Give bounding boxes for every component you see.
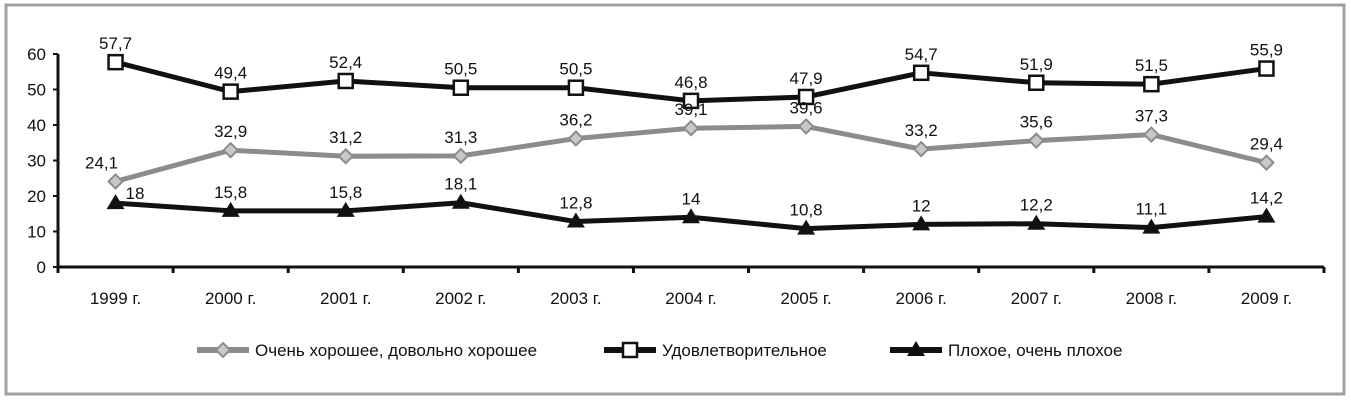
y-tick-label: 0 [37,258,46,277]
data-point [682,119,700,137]
data-label: 39,1 [674,100,707,119]
data-label: 51,9 [1020,55,1053,74]
data-label: 52,4 [329,53,362,72]
data-label: 46,8 [674,73,707,92]
data-point [452,79,470,96]
legend-item: Плохое, очень плохое [890,341,1122,360]
x-tick-label: 1999 г. [90,289,141,308]
data-label: 15,8 [329,183,362,202]
data-label: 29,4 [1250,135,1283,154]
data-label: 55,9 [1250,41,1283,60]
data-label: 36,2 [559,110,592,129]
data-label: 15,8 [214,183,247,202]
data-label: 50,5 [444,60,477,79]
data-point [107,53,124,71]
data-label: 39,6 [790,98,823,117]
data-point [1258,60,1275,77]
y-tick-label: 50 [27,81,46,100]
data-label: 47,9 [790,69,823,88]
legend-label: Удовлетворительное [662,341,827,360]
data-point [1143,75,1160,93]
y-tick-label: 60 [27,45,46,64]
data-point [451,193,470,209]
data-label: 49,4 [214,64,247,83]
data-label: 54,7 [905,45,938,64]
x-tick-label: 2000 г. [205,289,256,308]
x-tick-label: 2002 г. [435,289,486,308]
y-tick-label: 20 [27,187,46,206]
data-point [682,208,700,224]
x-tick-label: 2005 г. [780,289,831,308]
data-label: 31,2 [329,128,362,147]
data-label: 37,3 [1135,107,1168,126]
y-tick-label: 10 [27,223,46,242]
data-label: 10,8 [790,201,823,220]
data-point [1028,74,1045,92]
legend-marker [907,341,925,356]
data-label: 32,9 [214,122,247,141]
data-point [336,201,355,217]
data-point [1142,126,1160,143]
data-label: 18,1 [444,175,477,194]
data-point [566,212,585,228]
data-point [797,88,815,106]
data-point [221,201,240,217]
x-tick-label: 2008 г. [1126,289,1177,308]
data-point [337,147,355,165]
data-point [1142,218,1161,234]
data-point [567,130,585,147]
x-tick-label: 2003 г. [550,289,601,308]
data-point [797,219,816,235]
data-point [912,215,931,231]
data-label: 50,5 [559,60,592,79]
data-point [222,83,239,100]
legend-marker [621,341,639,359]
data-point [1027,132,1045,150]
data-label: 12 [912,196,931,215]
data-point [567,79,585,96]
data-point [107,173,124,190]
data-point [1258,154,1275,172]
chart-frame [4,3,1346,396]
data-point [912,64,930,82]
data-label: 12,8 [559,194,592,213]
legend-marker [214,341,232,359]
data-label: 12,2 [1020,196,1053,215]
x-tick-label: 2009 г. [1241,289,1292,308]
data-label: 24,1 [85,153,118,172]
legend-label: Плохое, очень плохое [948,341,1122,360]
data-point [682,92,700,110]
data-label: 35,6 [1020,113,1053,132]
data-label: 11,1 [1135,200,1167,219]
legend-item: Очень хорошее, довольно хорошее [197,341,537,360]
data-label: 57,7 [99,34,132,53]
x-tick-label: 2001 г. [320,289,371,308]
x-tick-label: 2004 г. [665,289,716,308]
legend-item: Удовлетворительное [604,341,827,360]
data-point [797,118,815,135]
data-label: 33,2 [905,121,938,140]
data-point [106,194,125,210]
data-point [452,147,470,165]
data-label: 18 [126,184,145,203]
data-label: 31,3 [444,128,477,147]
data-label: 14,2 [1250,189,1283,208]
data-label: 51,5 [1135,56,1168,75]
y-tick-label: 30 [27,152,46,171]
data-point [1257,207,1276,223]
data-point [912,140,930,158]
x-tick-label: 2007 г. [1011,289,1062,308]
y-tick-label: 40 [27,116,46,135]
legend-label: Очень хорошее, довольно хорошее [255,341,537,360]
data-point [337,72,354,90]
data-label: 14 [682,189,701,208]
data-point [222,141,240,159]
x-tick-label: 2006 г. [895,289,946,308]
data-point [1027,214,1046,230]
